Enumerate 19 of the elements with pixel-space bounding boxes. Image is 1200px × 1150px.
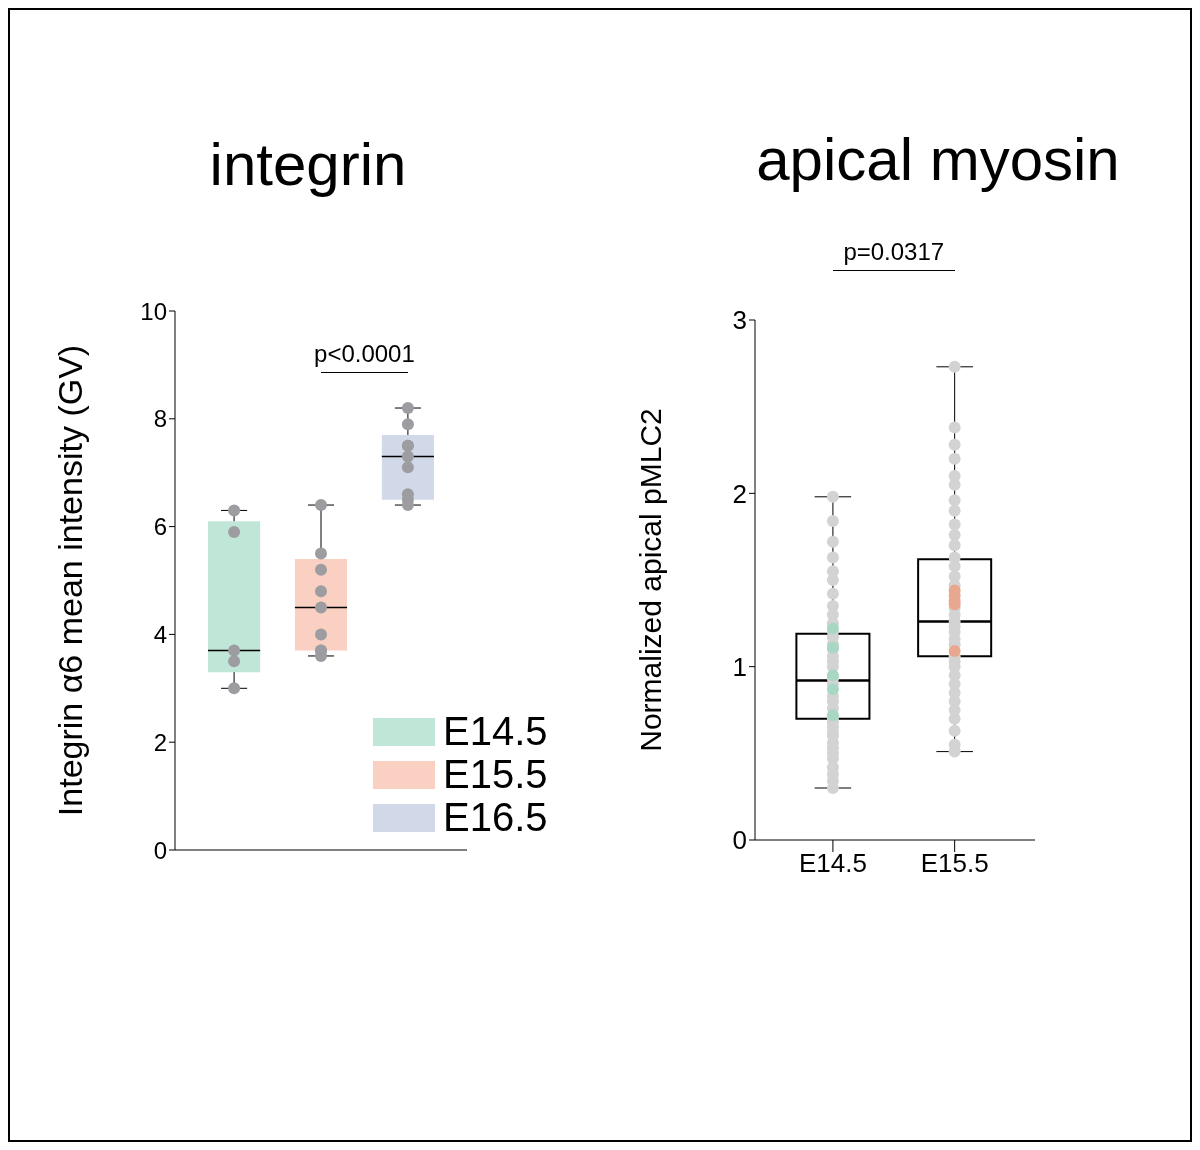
y-tick-label: 6 bbox=[153, 513, 167, 541]
y-tick-label: 3 bbox=[732, 305, 747, 336]
chart-title: apical myosin bbox=[755, 125, 1121, 194]
y-axis-title: Integrin α6 mean intensity (GV) bbox=[51, 344, 90, 817]
legend-label: E16.5 bbox=[443, 795, 548, 840]
y-tick-label: 1 bbox=[732, 651, 747, 682]
y-tick-label: 4 bbox=[153, 620, 167, 648]
y-tick-label: 2 bbox=[153, 728, 167, 756]
chart-title: integrin bbox=[208, 130, 408, 199]
y-tick-label: 8 bbox=[153, 405, 167, 433]
y-tick-label: 0 bbox=[153, 836, 167, 864]
y-tick-label: 10 bbox=[140, 297, 167, 325]
legend-label: E15.5 bbox=[443, 752, 548, 797]
y-axis-title: Normalized apical pMLC2 bbox=[633, 408, 667, 752]
y-tick-label: 0 bbox=[732, 825, 747, 856]
legend-label: E14.5 bbox=[443, 709, 548, 754]
annotation: p<0.0001 bbox=[313, 340, 416, 368]
y-tick-label: 2 bbox=[732, 478, 747, 509]
text: p=0.0317 bbox=[842, 238, 946, 266]
